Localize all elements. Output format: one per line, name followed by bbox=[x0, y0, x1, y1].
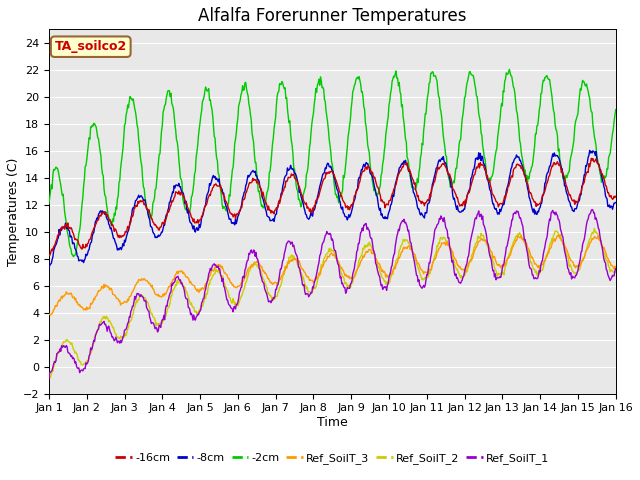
Title: Alfalfa Forerunner Temperatures: Alfalfa Forerunner Temperatures bbox=[198, 7, 467, 25]
X-axis label: Time: Time bbox=[317, 416, 348, 429]
Text: TA_soilco2: TA_soilco2 bbox=[54, 40, 127, 53]
Y-axis label: Temperatures (C): Temperatures (C) bbox=[7, 157, 20, 265]
Legend: -16cm, -8cm, -2cm, Ref_SoilT_3, Ref_SoilT_2, Ref_SoilT_1: -16cm, -8cm, -2cm, Ref_SoilT_3, Ref_Soil… bbox=[111, 448, 554, 468]
